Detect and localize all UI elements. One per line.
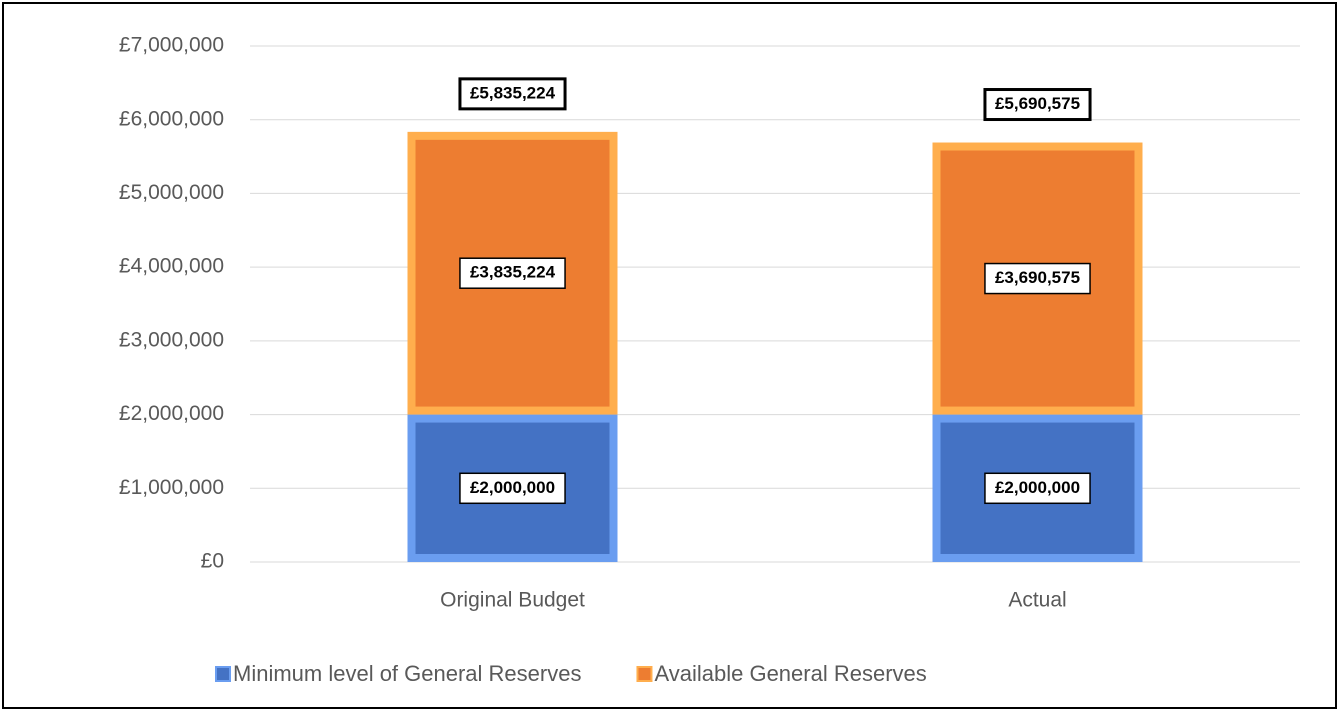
total-label-box [458, 77, 567, 111]
data-label: £3,835,224 [470, 263, 556, 282]
x-tick-label: Original Budget [440, 589, 585, 612]
legend-swatch [636, 666, 653, 682]
total-label: £5,690,575 [995, 94, 1080, 113]
legend-swatch [215, 666, 231, 682]
y-tick-label: £7,000,000 [119, 34, 224, 57]
y-tick-label: £0 [201, 550, 224, 573]
y-tick-label: £3,000,000 [119, 328, 224, 351]
data-label: £2,000,000 [995, 478, 1080, 497]
y-tick-label: £1,000,000 [119, 476, 224, 499]
data-label-box [459, 257, 566, 289]
data-label: £3,690,575 [995, 268, 1080, 287]
y-tick-label: £6,000,000 [119, 107, 224, 130]
legend-label: Available General Reserves [654, 661, 926, 686]
data-label-box [459, 472, 566, 505]
data-label-box [984, 472, 1091, 505]
data-label: £2,000,000 [470, 478, 555, 497]
total-label-box [983, 88, 1092, 122]
y-tick-label: £4,000,000 [119, 255, 224, 278]
data-label-box [984, 262, 1091, 295]
y-tick-label: £5,000,000 [119, 181, 224, 204]
x-tick-label: Actual [1008, 589, 1066, 612]
y-tick-label: £2,000,000 [119, 402, 224, 425]
total-label: £5,835,224 [470, 83, 556, 102]
legend-label: Minimum level of General Reserves [233, 661, 581, 686]
